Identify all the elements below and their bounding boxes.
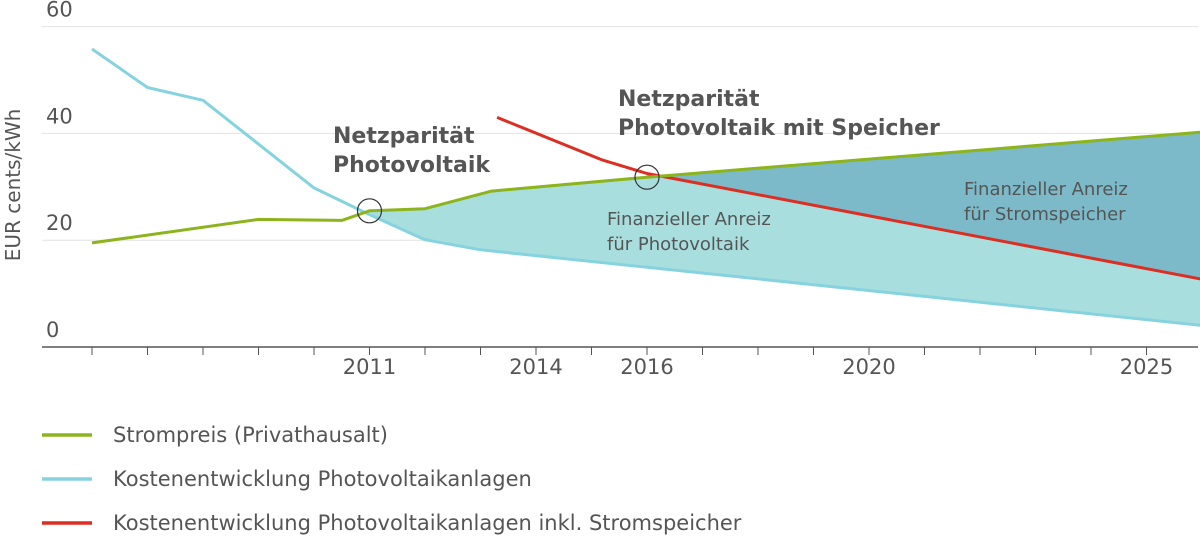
y-tick-label-0: 0 <box>46 318 59 342</box>
area-label-pv: Finanzieller Anreiz für Photovoltaik <box>607 209 777 255</box>
area-fill-stromspeicher <box>647 132 1200 279</box>
annotation-parity-pv-storage: Netzparität Photovoltaik mit Speicher <box>618 87 940 141</box>
incentive-areas <box>369 132 1200 326</box>
x-axis: 2011 2014 2016 2020 2025 <box>42 346 1198 379</box>
legend-label-2: Kostenentwicklung Photovoltaikanlagen <box>113 467 532 491</box>
parity-marker-1 <box>356 198 383 224</box>
legend-label-1: Strompreis (Privathausalt) <box>113 423 388 447</box>
area-label-storage: Finanzieller Anreiz für Stromspeicher <box>964 179 1134 225</box>
legend-label-3: Kostenentwicklung Photovoltaikanlagen in… <box>113 511 742 535</box>
parity-marker-2 <box>634 164 660 190</box>
y-tick-label-40: 40 <box>46 104 73 128</box>
line-strompreis <box>91 130 1200 245</box>
x-tick-label-2016: 2016 <box>620 355 673 379</box>
x-tick-label-2011: 2011 <box>343 355 396 379</box>
parity-markers <box>356 164 660 224</box>
line-kosten-pv-speicher <box>496 116 1200 281</box>
line-kosten-pv <box>91 47 1200 327</box>
legend: Strompreis (Privathausalt) Kostenentwickl… <box>42 423 742 535</box>
x-tick-label-2020: 2020 <box>842 355 895 379</box>
y-axis-title: EUR cents/kWh <box>1 109 25 262</box>
series-lines <box>91 47 1200 327</box>
x-tick-label-2025: 2025 <box>1120 355 1173 379</box>
x-tick-label-2014: 2014 <box>509 355 562 379</box>
annotation-parity-pv: Netzparität Photovoltaik <box>333 124 491 178</box>
y-tick-label-60: 60 <box>46 0 73 22</box>
y-axis: 0 20 40 60 <box>46 0 73 342</box>
annotations: Netzparität Photovoltaik Netzparität Pho… <box>333 87 1134 255</box>
y-tick-label-20: 20 <box>46 211 73 235</box>
